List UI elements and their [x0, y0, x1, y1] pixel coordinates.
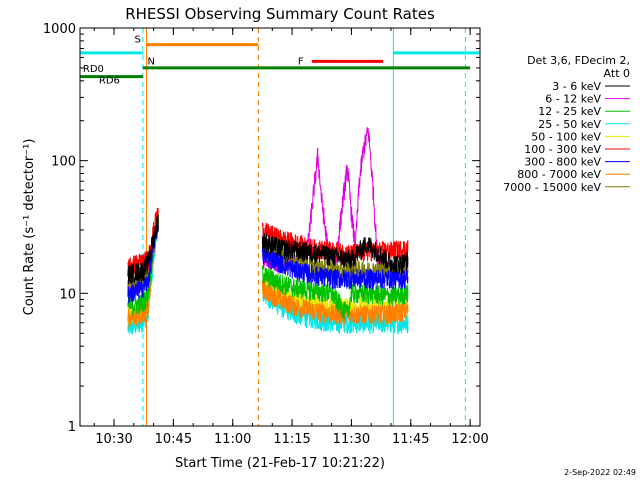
interval-label: RD6 [99, 76, 120, 87]
y-tick-label: 1 [68, 420, 76, 435]
legend-label: 800 - 7000 keV [517, 168, 601, 181]
x-tick-label: 11:15 [273, 432, 310, 447]
x-tick-label: 11:30 [333, 432, 370, 447]
y-tick-label: 1000 [43, 22, 76, 37]
series-line [261, 265, 409, 321]
x-tick-label: 10:45 [155, 432, 192, 447]
legend-header: Att 0 [604, 67, 630, 80]
legend-label: 12 - 25 keV [538, 105, 601, 118]
legend-label: 3 - 6 keV [552, 80, 601, 93]
legend-label: 300 - 800 keV [524, 156, 601, 169]
series-line [127, 214, 159, 285]
legend-label: 100 - 300 keV [524, 143, 601, 156]
series-line [261, 245, 409, 290]
series-line [261, 279, 409, 326]
interval-label: N [147, 57, 154, 68]
x-axis-label: Start Time (21-Feb-17 10:21:22) [175, 456, 385, 471]
x-tick-label: 12:00 [451, 432, 488, 447]
legend-label: 6 - 12 keV [545, 93, 601, 106]
legend-label: 25 - 50 keV [538, 118, 601, 131]
x-tick-label: 10:30 [95, 432, 132, 447]
chart-title: RHESSI Observing Summary Count Rates [125, 5, 435, 23]
interval-label: F [298, 56, 304, 67]
x-tick-label: 11:45 [392, 432, 429, 447]
legend-header: Det 3,6, FDecim 2, [527, 54, 630, 67]
x-tick-label: 11:00 [214, 432, 251, 447]
plot-frame [79, 27, 481, 427]
series-line [127, 212, 159, 329]
series-line [261, 233, 409, 274]
y-tick-label: 10 [59, 287, 76, 302]
footer-timestamp: 2-Sep-2022 02:49 [564, 468, 636, 477]
interval-label: S [134, 35, 140, 46]
legend-label: 7000 - 15000 keV [503, 181, 601, 194]
legend-label: 50 - 100 keV [531, 130, 601, 143]
interval-label: RD0 [83, 64, 104, 75]
y-axis-label: Count Rate (s⁻¹ detector⁻¹) [22, 139, 37, 316]
y-tick-label: 100 [51, 155, 76, 170]
